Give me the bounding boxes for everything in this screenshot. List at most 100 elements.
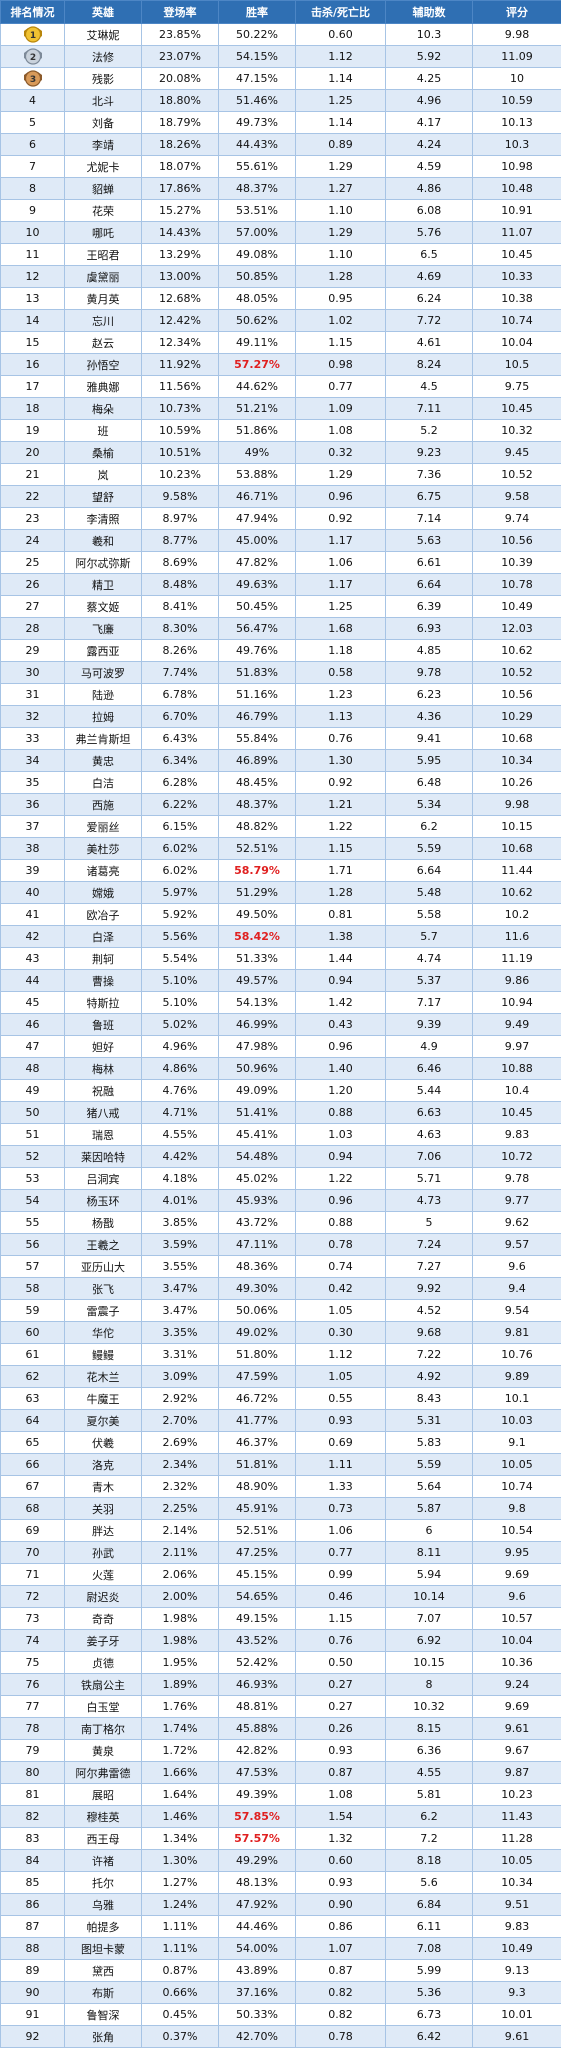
win-rate-cell: 48.36%: [219, 1256, 296, 1278]
usage-rate-cell: 2.25%: [142, 1498, 219, 1520]
hero-name-cell: 白玉堂: [65, 1696, 142, 1718]
hero-name-cell: 白洁: [65, 772, 142, 794]
assists-cell: 5.99: [386, 1960, 473, 1982]
rank-cell: 83: [1, 1828, 65, 1850]
kda-cell: 0.76: [296, 728, 386, 750]
usage-rate-cell: 8.26%: [142, 640, 219, 662]
kda-cell: 1.25: [296, 90, 386, 112]
usage-rate-cell: 4.71%: [142, 1102, 219, 1124]
hero-name-cell: 尉迟炎: [65, 1586, 142, 1608]
score-cell: 9.49: [473, 1014, 561, 1036]
hero-name-cell: 猪八戒: [65, 1102, 142, 1124]
rank-cell: 31: [1, 684, 65, 706]
assists-cell: 4.59: [386, 156, 473, 178]
hero-name-cell: 陆逊: [65, 684, 142, 706]
assists-cell: 4.92: [386, 1366, 473, 1388]
kda-cell: 0.27: [296, 1696, 386, 1718]
kda-cell: 0.93: [296, 1410, 386, 1432]
usage-rate-cell: 8.41%: [142, 596, 219, 618]
rank-cell: 33: [1, 728, 65, 750]
assists-cell: 7.24: [386, 1234, 473, 1256]
rank-cell: 29: [1, 640, 65, 662]
rank-cell: 54: [1, 1190, 65, 1212]
hero-name-cell: 北斗: [65, 90, 142, 112]
kda-cell: 1.12: [296, 1344, 386, 1366]
usage-rate-cell: 1.27%: [142, 1872, 219, 1894]
assists-cell: 4.86: [386, 178, 473, 200]
win-rate-cell: 49.08%: [219, 244, 296, 266]
kda-cell: 1.30: [296, 750, 386, 772]
rank-cell: 28: [1, 618, 65, 640]
usage-rate-cell: 0.66%: [142, 1982, 219, 2004]
score-cell: 9.95: [473, 1542, 561, 1564]
win-rate-cell: 49.39%: [219, 1784, 296, 1806]
kda-cell: 0.94: [296, 970, 386, 992]
assists-cell: 4.63: [386, 1124, 473, 1146]
kda-cell: 0.43: [296, 1014, 386, 1036]
usage-rate-cell: 1.98%: [142, 1608, 219, 1630]
rank-cell: 67: [1, 1476, 65, 1498]
score-cell: 9.8: [473, 1498, 561, 1520]
win-rate-cell: 57.57%: [219, 1828, 296, 1850]
score-cell: 9.6: [473, 1586, 561, 1608]
kda-cell: 0.92: [296, 508, 386, 530]
usage-rate-cell: 11.56%: [142, 376, 219, 398]
assists-cell: 8: [386, 1674, 473, 1696]
assists-cell: 9.39: [386, 1014, 473, 1036]
usage-rate-cell: 6.28%: [142, 772, 219, 794]
usage-rate-cell: 13.00%: [142, 266, 219, 288]
kda-cell: 1.40: [296, 1058, 386, 1080]
usage-rate-cell: 10.73%: [142, 398, 219, 420]
assists-cell: 9.92: [386, 1278, 473, 1300]
kda-cell: 0.90: [296, 1894, 386, 1916]
assists-cell: 5.83: [386, 1432, 473, 1454]
kda-cell: 1.13: [296, 706, 386, 728]
win-rate-cell: 45.41%: [219, 1124, 296, 1146]
hero-name-cell: 残影: [65, 68, 142, 90]
kda-cell: 0.81: [296, 904, 386, 926]
assists-cell: 5.48: [386, 882, 473, 904]
hero-name-cell: 胖达: [65, 1520, 142, 1542]
rank-cell: 39: [1, 860, 65, 882]
usage-rate-cell: 6.02%: [142, 860, 219, 882]
hero-name-cell: 妲好: [65, 1036, 142, 1058]
assists-cell: 5.64: [386, 1476, 473, 1498]
assists-cell: 5.76: [386, 222, 473, 244]
win-rate-cell: 54.48%: [219, 1146, 296, 1168]
score-cell: 9.4: [473, 1278, 561, 1300]
score-cell: 9.98: [473, 24, 561, 46]
assists-cell: 7.72: [386, 310, 473, 332]
score-cell: 10.62: [473, 640, 561, 662]
hero-name-cell: 牛魔王: [65, 1388, 142, 1410]
hero-name-cell: 姜子牙: [65, 1630, 142, 1652]
assists-cell: 5.6: [386, 1872, 473, 1894]
rank-cell: 73: [1, 1608, 65, 1630]
hero-name-cell: 鳗鳗: [65, 1344, 142, 1366]
score-cell: 9.61: [473, 1718, 561, 1740]
score-cell: 12.03: [473, 618, 561, 640]
hero-name-cell: 张角: [65, 2026, 142, 2048]
hero-name-cell: 黄忠: [65, 750, 142, 772]
usage-rate-cell: 8.48%: [142, 574, 219, 596]
usage-rate-cell: 1.24%: [142, 1894, 219, 1916]
kda-cell: 0.50: [296, 1652, 386, 1674]
assists-cell: 6.75: [386, 486, 473, 508]
kda-cell: 0.73: [296, 1498, 386, 1520]
rank-cell: 32: [1, 706, 65, 728]
